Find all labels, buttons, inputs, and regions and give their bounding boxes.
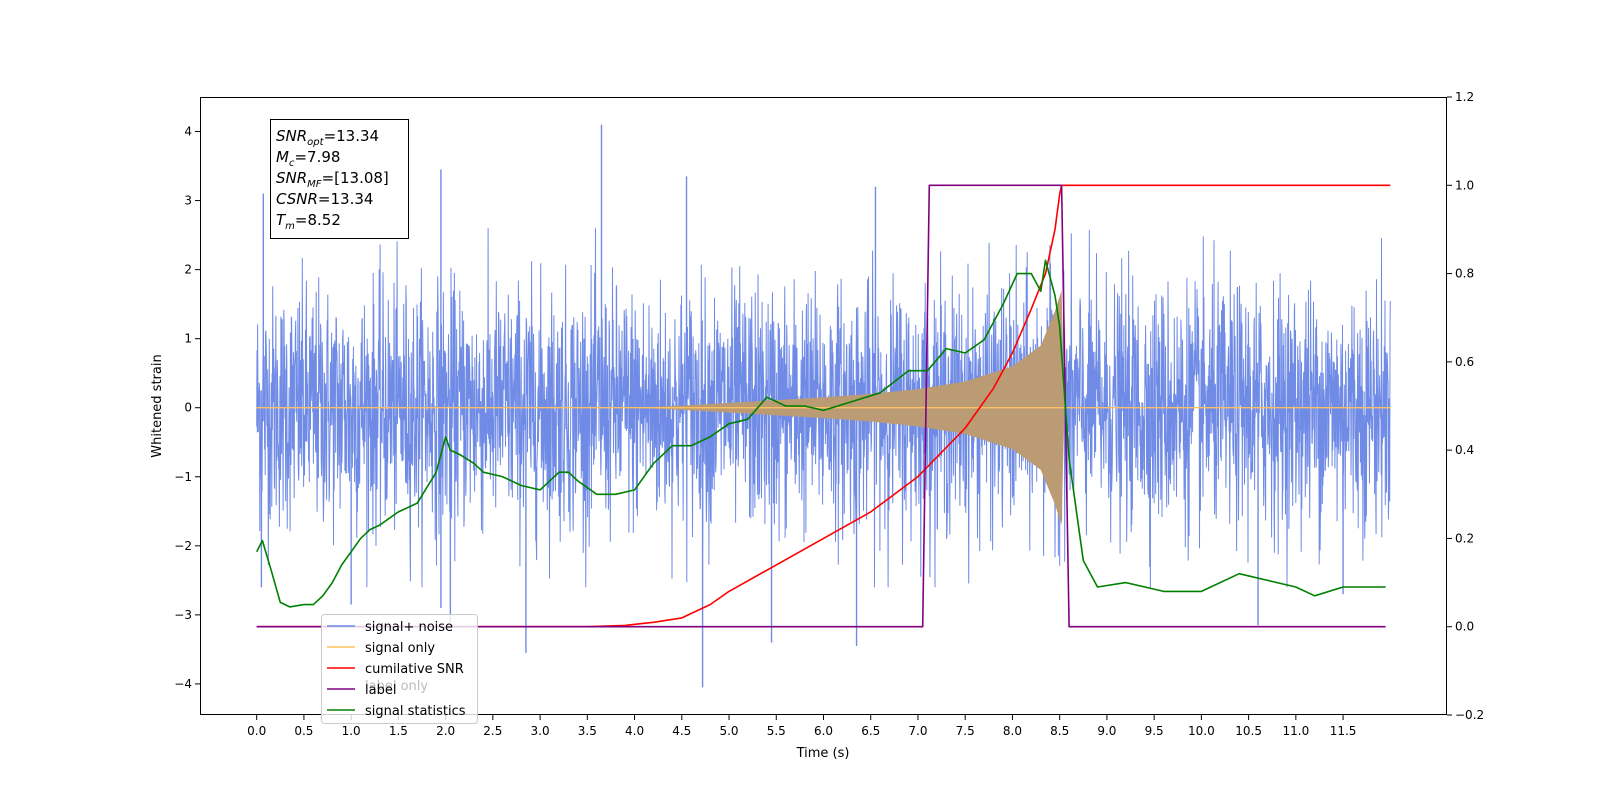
annotation-line: SNRopt=13.34 [276, 127, 379, 148]
x-tick-label: 4.5 [672, 724, 691, 738]
x-tick-label: 0.0 [247, 724, 266, 738]
y2-tick-label: −0.2 [1455, 708, 1484, 722]
annotation-line: SNRMF=[13.08] [276, 169, 389, 190]
y2-tick-label: 0.2 [1455, 531, 1474, 545]
legend-label: cumilative SNR [365, 662, 464, 677]
x-tick-label: 1.5 [389, 724, 408, 738]
y2-tick-label: 0.4 [1455, 443, 1474, 457]
x-axis-label: Time (s) [796, 746, 850, 761]
x-tick-label: 11.5 [1330, 724, 1357, 738]
y-tick-label: 0 [184, 401, 192, 415]
annotation-line: CSNR=13.34 [276, 190, 373, 208]
noise-spikes [260, 124, 1344, 688]
x-tick-label: 1.0 [342, 724, 361, 738]
y2-tick-label: 0.0 [1455, 620, 1474, 634]
x-tick-label: 10.0 [1188, 724, 1215, 738]
series-signal-noise [256, 228, 1391, 588]
legend-label: signal only [365, 641, 435, 656]
y-axis-right: 1.2 1.0 0.8 0.6 0.4 0.2 0.0 −0.2 [1447, 90, 1484, 722]
x-tick-label: 5.0 [719, 724, 738, 738]
x-tick-label: 9.5 [1145, 724, 1164, 738]
annotation-line: Mc=7.98 [276, 148, 340, 169]
x-tick-label: 2.5 [483, 724, 502, 738]
x-tick-label: 8.0 [1003, 724, 1022, 738]
x-tick-label: 6.0 [814, 724, 833, 738]
x-tick-label: 7.5 [956, 724, 975, 738]
x-tick-label: 4.0 [625, 724, 644, 738]
x-tick-label: 9.0 [1097, 724, 1116, 738]
y-axis-left: 4 3 2 1 0 −1 −2 −3 −4 [174, 125, 200, 691]
annotation-frame [270, 119, 409, 239]
y-tick-label: 1 [184, 332, 192, 346]
x-tick-label: 0.5 [294, 724, 313, 738]
legend-frame [321, 614, 478, 724]
series-layer [255, 124, 1391, 688]
x-tick-label: 3.0 [531, 724, 550, 738]
legend: label only signal+ noise signal only cumila… [321, 614, 478, 724]
x-tick-label: 3.5 [578, 724, 597, 738]
y2-tick-label: 0.6 [1455, 355, 1474, 369]
legend-label: signal statistics [365, 704, 466, 719]
series-signal-statistics [255, 259, 1386, 608]
series-cumulative-snr [256, 184, 1391, 628]
y-tick-label: −4 [174, 677, 192, 691]
series-label [256, 184, 1386, 628]
x-tick-label: 2.0 [436, 724, 455, 738]
legend-label: label [365, 683, 396, 698]
legend-ghost-text: label only [365, 679, 428, 694]
x-tick-label: 11.0 [1282, 724, 1309, 738]
plot-frame [200, 97, 1447, 715]
annotation-line: Tm=8.52 [276, 211, 341, 232]
y-tick-label: −1 [174, 470, 192, 484]
y-tick-label: −3 [174, 608, 192, 622]
x-tick-label: 7.0 [908, 724, 927, 738]
y2-tick-label: 1.2 [1455, 90, 1474, 104]
y-tick-label: −2 [174, 539, 192, 553]
x-tick-label: 8.5 [1050, 724, 1069, 738]
y-tick-label: 4 [184, 125, 192, 139]
annotation-box: SNRopt=13.34Mc=7.98SNRMF=[13.08]CSNR=13.… [270, 119, 409, 239]
y2-tick-label: 0.8 [1455, 267, 1474, 281]
x-axis: 0.0 0.5 1.0 1.5 2.0 2.5 3.0 3.5 4.0 4.5 5.0 5.5 6.0 6… [247, 715, 1356, 738]
y-tick-label: 3 [184, 194, 192, 208]
legend-label: signal+ noise [365, 620, 453, 635]
x-tick-label: 5.5 [767, 724, 786, 738]
y-tick-label: 2 [184, 263, 192, 277]
y2-tick-label: 1.0 [1455, 178, 1474, 192]
x-tick-label: 10.5 [1235, 724, 1262, 738]
y-axis-label: Whitened strain [150, 354, 165, 457]
x-tick-label: 6.5 [861, 724, 880, 738]
